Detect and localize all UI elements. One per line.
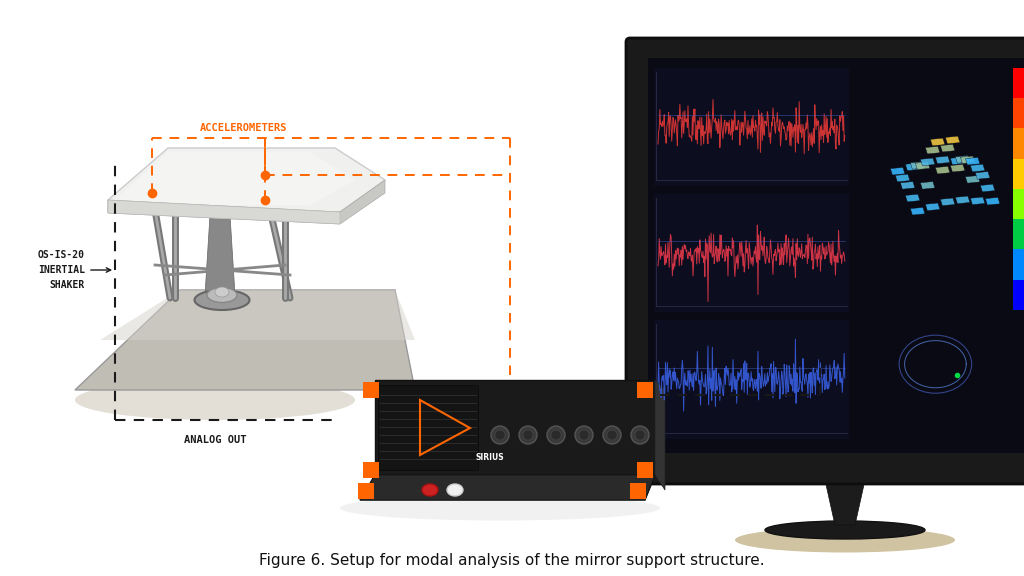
Polygon shape (108, 200, 340, 224)
Bar (1013, 68, 1024, 98)
Bar (1013, 128, 1024, 158)
Polygon shape (985, 198, 999, 205)
Ellipse shape (631, 426, 649, 444)
Bar (1013, 249, 1024, 279)
Text: INERTIAL: INERTIAL (38, 265, 85, 275)
Polygon shape (945, 136, 959, 144)
Bar (1013, 98, 1024, 128)
Ellipse shape (635, 430, 645, 440)
Polygon shape (360, 475, 655, 500)
Polygon shape (75, 290, 415, 390)
Polygon shape (921, 158, 935, 166)
Polygon shape (966, 157, 980, 165)
Ellipse shape (735, 528, 955, 552)
Bar (1013, 158, 1024, 189)
Polygon shape (825, 480, 865, 525)
Polygon shape (915, 162, 930, 169)
Polygon shape (108, 148, 385, 212)
Bar (648, 58, 1024, 453)
Bar (654, 320, 849, 438)
Polygon shape (205, 215, 234, 295)
Polygon shape (940, 198, 955, 206)
Polygon shape (961, 156, 975, 164)
Polygon shape (940, 145, 955, 152)
Ellipse shape (575, 426, 593, 444)
Text: SHAKER: SHAKER (50, 280, 85, 290)
Ellipse shape (523, 430, 534, 440)
Polygon shape (966, 176, 980, 183)
Polygon shape (910, 207, 925, 215)
Bar (637, 462, 653, 478)
Bar (630, 483, 646, 499)
Polygon shape (108, 180, 385, 224)
FancyBboxPatch shape (626, 38, 1024, 484)
Ellipse shape (603, 426, 621, 444)
Polygon shape (655, 380, 665, 490)
Polygon shape (976, 172, 990, 179)
Polygon shape (955, 196, 970, 204)
Polygon shape (895, 174, 910, 182)
Polygon shape (935, 156, 950, 164)
Polygon shape (900, 181, 914, 189)
Polygon shape (926, 146, 940, 154)
Bar (654, 68, 849, 186)
Bar (362, 462, 379, 478)
Bar (362, 382, 379, 398)
Ellipse shape (75, 380, 355, 420)
Ellipse shape (215, 287, 229, 297)
Ellipse shape (195, 290, 250, 310)
Ellipse shape (495, 430, 505, 440)
Polygon shape (905, 163, 920, 170)
Polygon shape (921, 181, 935, 189)
Bar (378, 385, 478, 470)
Ellipse shape (607, 430, 617, 440)
Ellipse shape (490, 426, 509, 444)
Bar (1013, 279, 1024, 310)
Polygon shape (935, 166, 950, 174)
Text: ANALOG OUT: ANALOG OUT (183, 435, 246, 445)
Bar (654, 194, 849, 312)
Polygon shape (955, 156, 970, 163)
Polygon shape (910, 161, 925, 169)
Polygon shape (980, 184, 995, 192)
Ellipse shape (551, 430, 561, 440)
Ellipse shape (765, 521, 925, 539)
Bar (1013, 219, 1024, 249)
Ellipse shape (340, 495, 660, 521)
Text: OS-IS-20: OS-IS-20 (38, 250, 85, 260)
Polygon shape (926, 203, 940, 211)
Text: ACCELEROMETERS: ACCELEROMETERS (200, 123, 288, 133)
Polygon shape (971, 164, 985, 172)
Text: Figure 6. Setup for modal analysis of the mirror support structure.: Figure 6. Setup for modal analysis of th… (259, 553, 765, 568)
Bar (637, 382, 653, 398)
Polygon shape (931, 138, 945, 146)
Polygon shape (905, 194, 920, 202)
Text: SIRIUS: SIRIUS (476, 453, 504, 463)
Bar (358, 483, 374, 499)
Ellipse shape (447, 484, 463, 496)
Polygon shape (100, 290, 415, 340)
Ellipse shape (579, 430, 589, 440)
Bar (1013, 189, 1024, 219)
Polygon shape (360, 475, 655, 500)
Ellipse shape (207, 287, 237, 302)
Polygon shape (950, 157, 965, 165)
Polygon shape (891, 168, 905, 175)
Ellipse shape (547, 426, 565, 444)
Polygon shape (971, 197, 985, 204)
Polygon shape (120, 152, 355, 205)
Polygon shape (375, 380, 655, 475)
Ellipse shape (519, 426, 537, 444)
Ellipse shape (422, 484, 438, 496)
Polygon shape (950, 164, 965, 172)
